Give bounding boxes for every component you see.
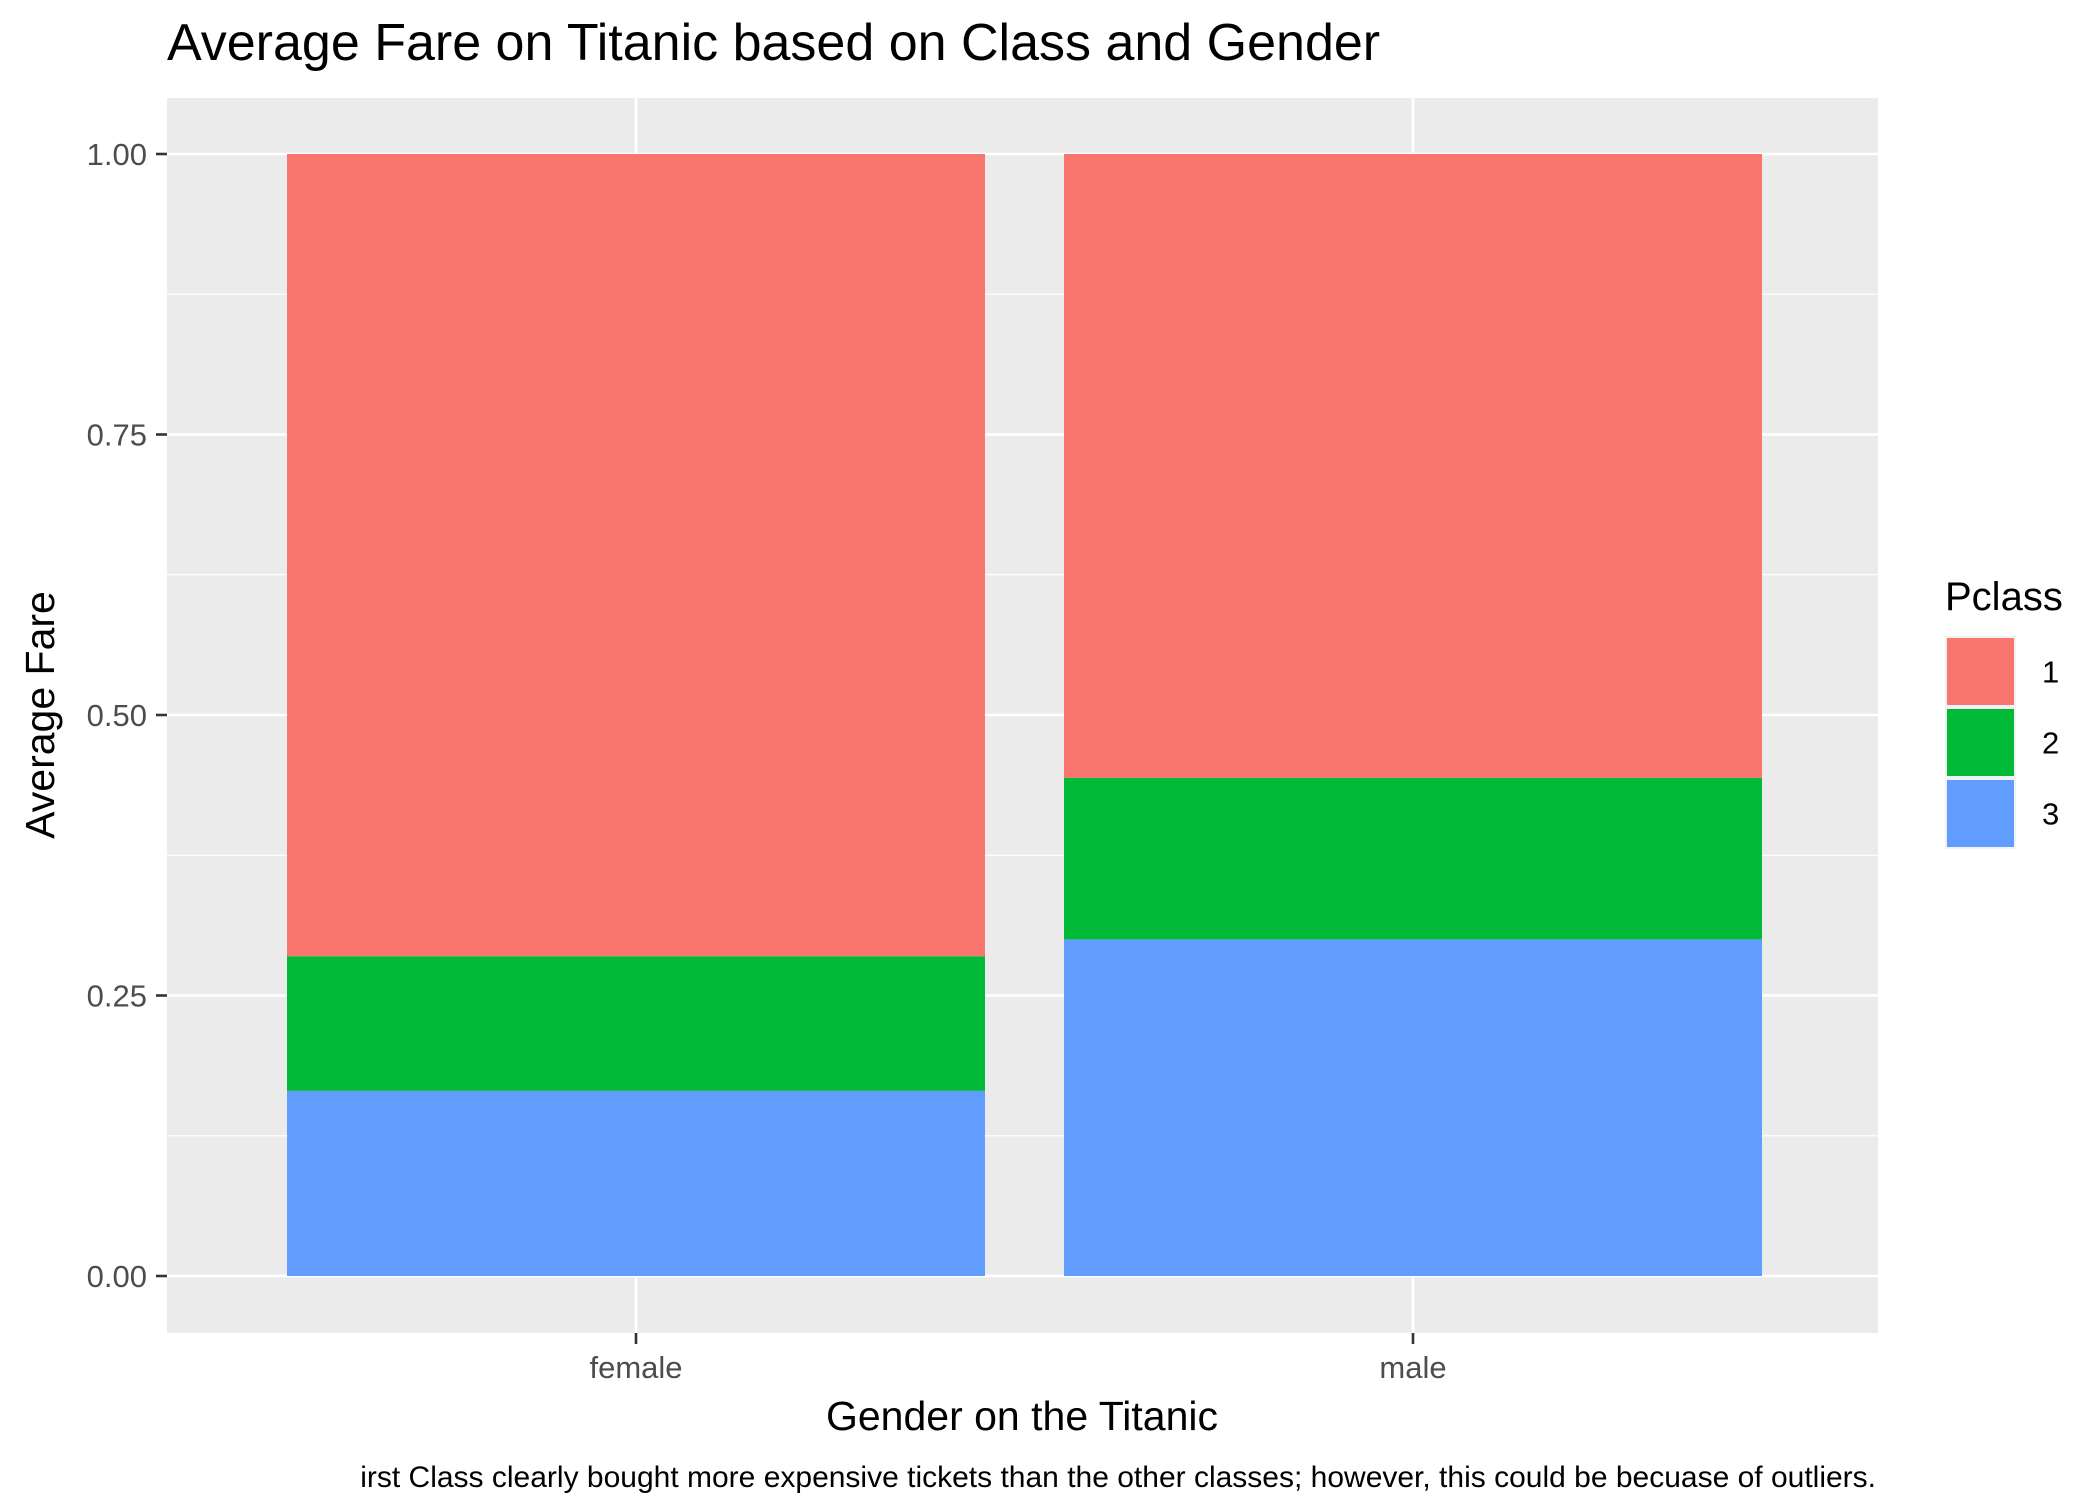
- x-tick-label: male: [1379, 1350, 1446, 1385]
- chart-title: Average Fare on Titanic based on Class a…: [167, 14, 1380, 72]
- legend-title: Pclass: [1945, 575, 2063, 619]
- x-tick-label: female: [589, 1350, 682, 1385]
- bar-segment-male-class-2: [1064, 777, 1762, 940]
- y-tick-label: 0.50: [87, 698, 147, 733]
- bar-segment-female-class-2: [287, 956, 985, 1091]
- chart-caption: irst Class clearly bought more expensive…: [360, 1461, 1876, 1494]
- y-tick-label: 1.00: [87, 137, 147, 172]
- legend-label: 3: [2042, 797, 2059, 832]
- legend-label: 2: [2042, 726, 2059, 761]
- x-axis-title: Gender on the Titanic: [826, 1393, 1218, 1439]
- bars: [287, 154, 1762, 1276]
- y-axis: 0.00 0.25 0.50 0.75 1.00: [87, 137, 167, 1294]
- legend-key-class-2: [1947, 709, 2014, 776]
- legend: Pclass 1 2 3: [1945, 575, 2063, 849]
- bar-segment-male-class-3: [1064, 939, 1762, 1276]
- y-axis-title: Average Fare: [17, 591, 63, 839]
- bar-segment-female-class-1: [287, 154, 985, 957]
- bar-segment-female-class-3: [287, 1090, 985, 1276]
- legend-key-class-1: [1947, 638, 2014, 705]
- y-tick-label: 0.25: [87, 979, 147, 1014]
- legend-key-class-3: [1947, 780, 2014, 847]
- legend-label: 1: [2042, 655, 2059, 690]
- y-tick-label: 0.00: [87, 1259, 147, 1294]
- x-axis: female male: [589, 1333, 1447, 1385]
- bar-segment-male-class-1: [1064, 154, 1762, 778]
- y-tick-label: 0.75: [87, 418, 147, 453]
